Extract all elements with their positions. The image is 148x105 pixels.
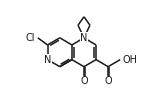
Text: O: O xyxy=(104,76,112,86)
Text: Cl: Cl xyxy=(26,33,35,43)
Text: OH: OH xyxy=(123,55,138,65)
Text: N: N xyxy=(44,55,51,65)
Text: N: N xyxy=(80,33,88,43)
Text: O: O xyxy=(80,76,88,86)
